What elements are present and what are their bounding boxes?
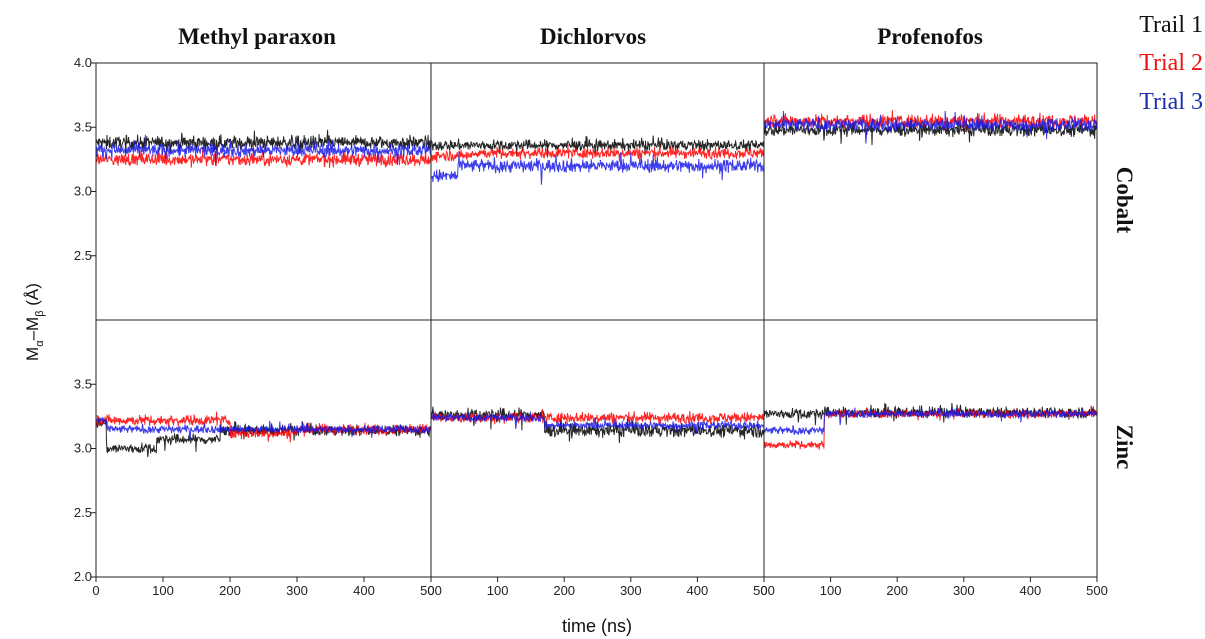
panel-zinc-2 [763,402,1098,450]
x-tick-label: 0 [92,583,99,598]
series-3-line [95,416,431,441]
y-axis-label-sub2: β [34,310,46,316]
y-axis-label-main: M [23,347,42,361]
x-tick-label: 100 [152,583,174,598]
y-axis-label-dash: –M [23,317,42,341]
panel-cobalt-2 [763,110,1098,146]
series-1-line [95,417,432,458]
legend-entry-2: Trial 2 [1139,50,1203,76]
y-tick-label: 3.5 [74,376,92,391]
x-tick-label: 100 [820,583,842,598]
y-tick-label: 2.0 [74,569,92,584]
series-2-line [430,409,765,427]
legend: Trail 1 Trial 2 Trial 3 [1139,12,1203,115]
x-tick-label: 400 [353,583,375,598]
panel-zinc-1 [430,406,765,444]
series-3-line [430,151,765,185]
series-3-line [430,409,765,435]
panel-cobalt-1 [430,135,765,185]
frames-layer [91,62,1098,582]
x-axis-label: time (ns) [562,616,632,636]
x-tick-label: 500 [1086,583,1108,598]
x-tick-label: 200 [886,583,908,598]
y-tick-label: 2.5 [74,248,92,263]
x-tick-label: 400 [687,583,709,598]
column-title-1: Methyl paraxon [178,24,336,49]
x-tick-label: 200 [553,583,575,598]
row-label-cobalt: Cobalt [1112,167,1137,234]
row-frame-cobalt [95,62,1098,321]
x-tick-label: 200 [219,583,241,598]
series-1-line [430,135,765,158]
series-3-line [763,110,1098,144]
traces-layer [95,110,1098,458]
legend-entry-1: Trail 1 [1139,12,1203,38]
x-tick-label: 300 [620,583,642,598]
y-tick-label: 4.0 [74,55,92,70]
y-axis-label-unit: (Å) [23,283,42,310]
y-axis-label-sub1: α [34,340,46,347]
x-tick-label: 300 [953,583,975,598]
panel-zinc-0 [95,411,432,458]
legend-entry-3: Trial 3 [1139,89,1203,115]
x-tick-label: 300 [286,583,308,598]
column-title-3: Profenofos [877,24,983,49]
row-frame-zinc [95,319,1098,578]
y-tick-label: 2.5 [74,505,92,520]
row-label-zinc: Zinc [1112,425,1137,470]
y-tick-label: 3.5 [74,119,92,134]
panel-cobalt-0 [95,129,432,169]
series-2-line [430,144,765,163]
column-title-2: Dichlorvos [540,24,646,49]
x-tick-label: 500 [753,583,775,598]
series-3-line [763,405,1098,436]
x-tick-label: 100 [487,583,509,598]
y-axis-label: Mα–Mβ (Å) [23,283,46,361]
y-tick-label: 3.0 [74,441,92,456]
y-tick-label: 3.0 [74,184,92,199]
series-1-line [95,129,432,157]
x-tick-label: 0 [760,583,767,598]
x-tick-label: 500 [420,583,442,598]
series-2-line [95,411,432,443]
series-3-line [95,134,432,166]
x-tick-label: 400 [1020,583,1042,598]
x-tick-label: 0 [427,583,434,598]
